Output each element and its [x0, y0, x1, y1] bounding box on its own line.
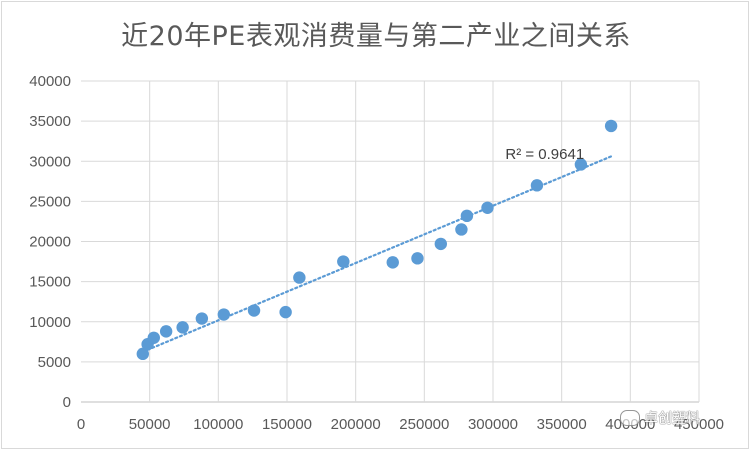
y-tick-label: 15000	[29, 274, 71, 291]
data-point	[386, 256, 399, 269]
y-tick-label: 10000	[29, 314, 71, 331]
data-point	[574, 158, 588, 171]
data-point	[411, 252, 424, 265]
data-point	[176, 321, 189, 334]
data-point	[604, 119, 618, 133]
watermark: 卓创塑料	[620, 408, 700, 428]
x-tick-label: 350000	[537, 416, 587, 433]
x-tick-label: 200000	[331, 416, 381, 433]
data-point	[217, 308, 231, 321]
data-point	[434, 237, 448, 251]
y-tick-label: 40000	[29, 73, 71, 90]
data-point	[460, 209, 474, 223]
x-tick-label: 150000	[262, 416, 312, 433]
trendline	[146, 155, 613, 351]
y-tick-label: 30000	[29, 153, 71, 170]
y-tick-label: 0	[63, 394, 71, 411]
y-tick-label: 20000	[29, 234, 71, 251]
x-tick-label: 250000	[399, 416, 449, 433]
data-point	[147, 331, 160, 344]
y-tick-label: 35000	[29, 113, 71, 130]
chart-title: 近20年PE表观消费量与第二产业之间关系	[121, 21, 631, 52]
x-tick-label: 50000	[129, 416, 171, 433]
data-point	[337, 255, 350, 268]
data-point	[481, 201, 494, 214]
x-tick-label: 100000	[193, 416, 243, 433]
y-tick-label: 25000	[29, 193, 71, 210]
r-squared-label: R² = 0.9641	[505, 146, 584, 163]
data-point	[136, 347, 149, 361]
data-point	[159, 325, 173, 338]
data-point	[279, 305, 292, 319]
x-tick-label: 450000	[674, 416, 724, 433]
data-point	[195, 312, 209, 325]
data-point	[293, 271, 306, 284]
x-tick-label: 0	[77, 416, 85, 433]
x-tick-label: 300000	[468, 416, 518, 433]
watermark-text: 卓创塑料	[644, 410, 700, 426]
y-tick-label: 5000	[38, 354, 71, 371]
data-point	[530, 179, 544, 192]
wechat-icon	[620, 410, 640, 426]
data-point	[455, 223, 468, 236]
data-point	[247, 304, 261, 317]
